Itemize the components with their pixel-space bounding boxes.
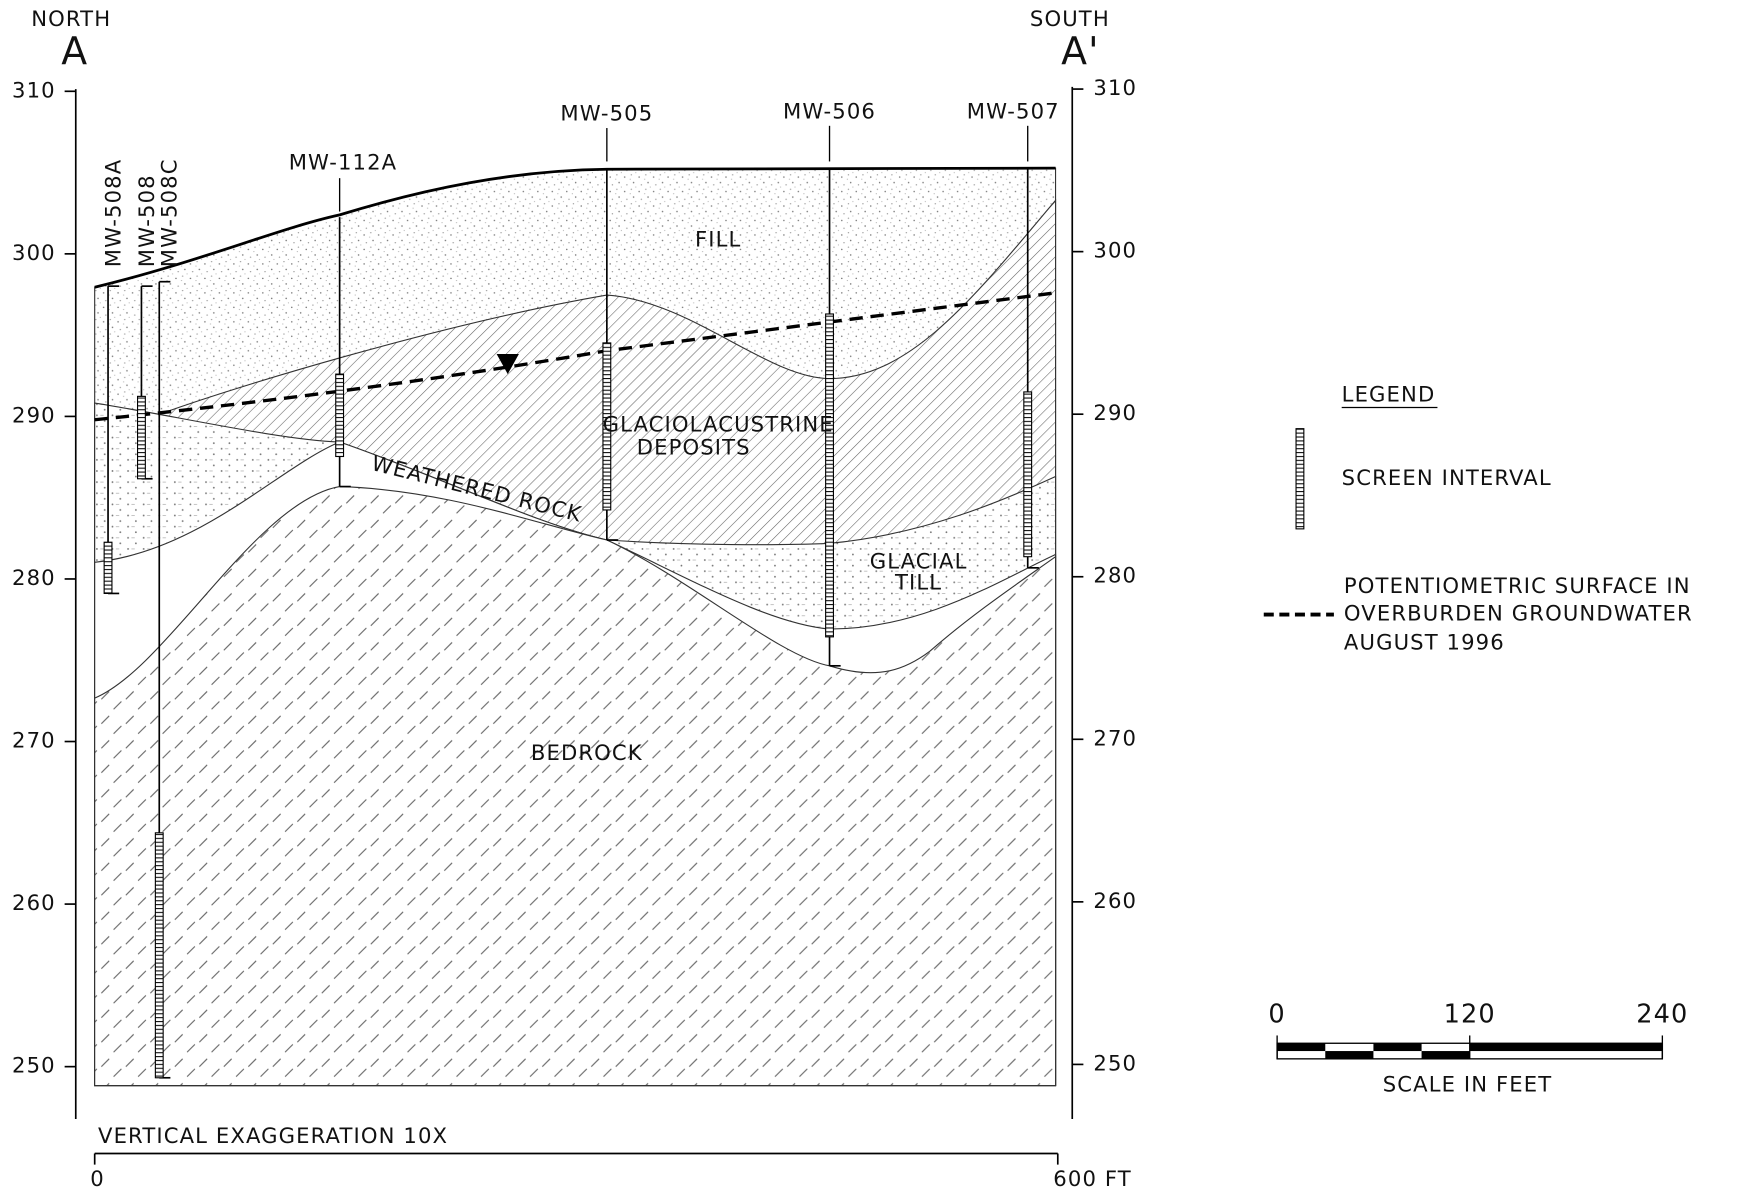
scale-bar-segment [1277,1043,1325,1051]
mask [94,1087,1058,1098]
screen-interval [336,374,344,456]
well-label: MW-506 [783,98,876,123]
well-label: MW-508A [101,159,126,268]
well-label: MW-505 [560,101,653,126]
elevation-label: 300 [1093,238,1137,263]
well-label: MW-508C [156,158,181,267]
scale-tick-label: 120 [1444,999,1496,1029]
well-label: MW-507 [967,98,1060,123]
elevation-label: 250 [1093,1050,1137,1075]
strata [94,168,1058,1098]
screen-interval [104,542,112,593]
screen-interval [138,396,146,478]
legend-item: SCREEN INTERVAL [1342,465,1552,490]
scale-bar-segment [1422,1051,1470,1059]
well-label: MW-508 [134,174,159,267]
elevation-label: 290 [12,402,56,427]
scale-bar: SCALE IN FEET 0 120 240 [1268,999,1688,1096]
scale-tick-label: 0 [1268,999,1285,1029]
screen-interval [826,314,834,637]
elevation-label: 250 [12,1053,56,1078]
elevation-label: 290 [1093,400,1137,425]
direction-label: SOUTH [1030,6,1110,31]
scale-label: SCALE IN FEET [1383,1072,1553,1097]
scale-bar-segment [1373,1043,1421,1051]
unit-label: GLACIOLACUSTRINE [603,411,834,436]
legend: LEGEND SCREEN INTERVAL POTENTIOMETRIC SU… [1264,381,1693,654]
scale-tick-label: 240 [1636,999,1688,1029]
unit-label: DEPOSITS [637,435,751,460]
cross-section: MW-508A MW-508MW-508C MW-112A MW-505 MW-506 M… [0,0,1737,1188]
elevation-label: 310 [1093,75,1137,100]
exaggeration-note: VERTICAL EXAGGERATION 10X [98,1123,448,1148]
elevation-label: 300 [12,240,56,265]
distance-label: 0 [90,1166,105,1188]
section-label: A [61,29,88,73]
elevation-label: 260 [1093,888,1137,913]
section-label: A' [1061,29,1100,73]
legend-item: OVERBURDEN GROUNDWATER [1344,601,1693,626]
legend-screen-symbol [1296,429,1304,529]
direction-label: NORTH [31,6,111,31]
elevation-label: 310 [12,77,56,102]
elevation-label: 280 [12,565,56,590]
screen-interval [1024,392,1032,557]
elevation-label: 280 [1093,563,1137,588]
unit-label: TILL [894,569,942,594]
distance-label: 600 FT [1053,1166,1131,1188]
unit-label: BEDROCK [531,740,643,765]
elevation-label: 260 [12,890,56,915]
legend-item: POTENTIOMETRIC SURFACE IN [1344,573,1691,598]
legend-title: LEGEND [1342,381,1436,406]
elevation-label: 270 [12,728,56,753]
scale-bar-segment [1325,1051,1373,1059]
elevation-label: 270 [1093,725,1137,750]
header: NORTH A SOUTH A' [31,6,1110,73]
unit-label: FILL [695,226,741,251]
well-label: MW-112A [289,150,398,175]
screen-interval [155,833,163,1078]
legend-item: AUGUST 1996 [1344,630,1505,655]
scale-bar-segment [1470,1043,1663,1051]
page: { "header": {"north": "NORTH", "a": "A",… [0,0,1737,1188]
